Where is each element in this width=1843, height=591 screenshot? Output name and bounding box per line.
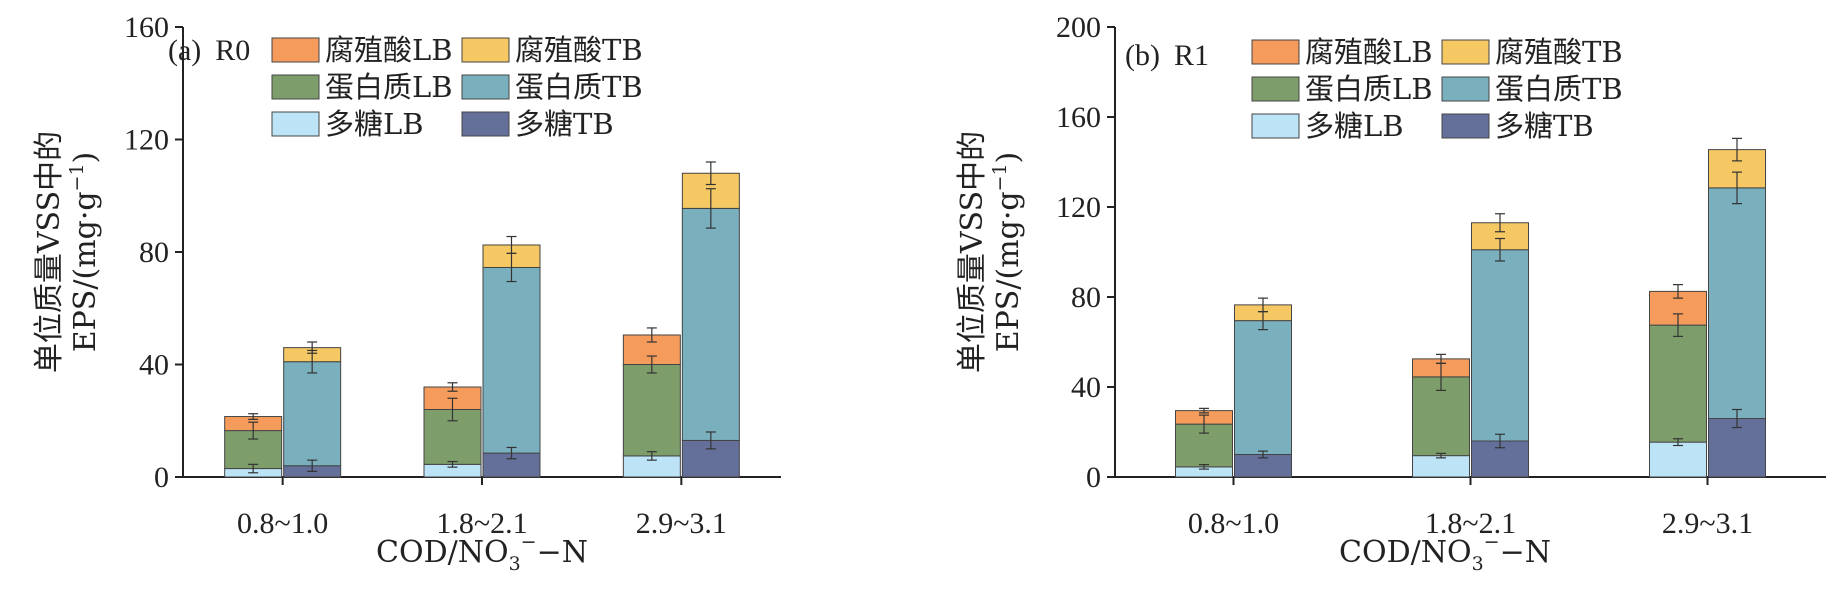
bar-segment-lb-1 [622,364,681,457]
chart-panel-b: 0 40 80 120 160 200 0.8~1.0 1.8~2.1 2.9~3.1 (b) R1… [955,11,1826,575]
y-axis-title-line1: 单位质量VSS中的 [955,131,990,373]
legend-swatch [461,37,510,63]
y-axis-title-close: ) [991,152,1026,164]
panel-title: (a) R0 [168,34,250,67]
legend-label: 多糖LB [325,107,424,141]
y-axis-title-line2: EPS/(mg·g [991,191,1026,352]
x-tick-label: 0.8~1.0 [1188,507,1279,540]
x-axis-title-sup: − [1484,531,1500,553]
y-tick-label: 160 [1056,101,1101,134]
bar-segment-tb-1 [1708,187,1766,419]
y-tick-label: 200 [1056,11,1101,44]
legend-swatch [1441,39,1490,65]
legend-swatch [1441,76,1490,102]
bar-segment-lb-0 [1649,441,1707,478]
legend-label: 腐殖酸LB [325,33,453,67]
legend-swatch [271,74,320,100]
x-axis-title: COD/NO3−−N [376,531,588,575]
legend-label: 多糖TB [515,107,614,141]
x-axis-title: COD/NO3−−N [1339,531,1551,575]
legend-swatch [1251,76,1300,102]
legend-label: 多糖TB [1495,109,1594,143]
legend-swatch [1441,113,1490,139]
y-tick-label: 160 [124,11,169,44]
legend-label: 蛋白质TB [515,70,643,104]
bar-segment-tb-0 [1708,418,1766,478]
x-axis-title-tail: −N [537,535,588,570]
x-tick-label: 1.8~2.1 [1425,507,1516,540]
bar-segment-tb-1 [1471,249,1529,442]
panel-letter: (b) [1125,39,1160,72]
y-tick-label: 120 [124,124,169,157]
x-axis-title-tail: −N [1500,535,1551,570]
y-axis-title-line2: EPS/(mg·g [68,191,103,352]
x-axis-title-sub: 3 [509,553,521,575]
legend-swatch [1251,39,1300,65]
legend-swatch [271,111,320,137]
legend-label: 腐殖酸TB [515,33,643,67]
y-axis-title: 单位质量VSS中的EPS/(mg·g−1) [955,131,1026,373]
y-axis-title: 单位质量VSS中的EPS/(mg·g−1) [32,131,103,373]
legend-label: 蛋白质LB [325,70,453,104]
y-axis-title-line1: 单位质量VSS中的 [32,131,67,373]
y-tick-label: 0 [1086,461,1101,494]
legend-swatch [1251,113,1300,139]
bar-segment-tb-1 [681,207,740,441]
bar-segment-tb-1 [482,266,541,454]
legend-swatch [461,74,510,100]
legend-swatch [271,37,320,63]
panel-letter: (a) [168,34,201,67]
x-tick-label: 1.8~2.1 [436,507,527,540]
panel-name: R0 [215,34,250,67]
y-tick-label: 40 [139,349,169,382]
chart-panel-a: 0 40 80 120 160 0.8~1.0 1.8~2.1 2.9~3.1 (a) R0 腐殖酸… [32,11,781,575]
bar-segment-lb-0 [1412,455,1470,478]
legend-label: 多糖LB [1305,109,1404,143]
y-tick-label: 40 [1071,371,1101,404]
bar-segment-lb-1 [1649,324,1707,443]
y-axis-title-sup: −1 [989,163,1011,191]
x-tick-label: 0.8~1.0 [237,507,328,540]
x-axis-title-main: COD/NO [376,535,509,570]
legend-label: 腐殖酸LB [1305,35,1433,69]
bar-segment-tb-1 [1234,320,1292,455]
y-tick-label: 0 [154,461,169,494]
bar-segment-tb-1 [283,361,342,467]
y-axis-title-close: ) [68,152,103,164]
y-tick-label: 120 [1056,191,1101,224]
panel-title: (b) R1 [1125,39,1209,72]
legend-label: 腐殖酸TB [1495,35,1623,69]
x-axis-title-sup: − [521,531,537,553]
legend-label: 蛋白质LB [1305,72,1433,106]
y-tick-label: 80 [1071,281,1101,314]
legend-swatch [461,111,510,137]
x-axis-title-sub: 3 [1472,553,1484,575]
x-tick-label: 2.9~3.1 [1662,507,1753,540]
x-tick-label: 2.9~3.1 [636,507,727,540]
y-axis-title-sup: −1 [66,163,88,191]
y-tick-label: 80 [139,236,169,269]
x-axis-title-main: COD/NO [1339,535,1472,570]
legend-label: 蛋白质TB [1495,72,1623,106]
panel-name: R1 [1174,39,1209,72]
